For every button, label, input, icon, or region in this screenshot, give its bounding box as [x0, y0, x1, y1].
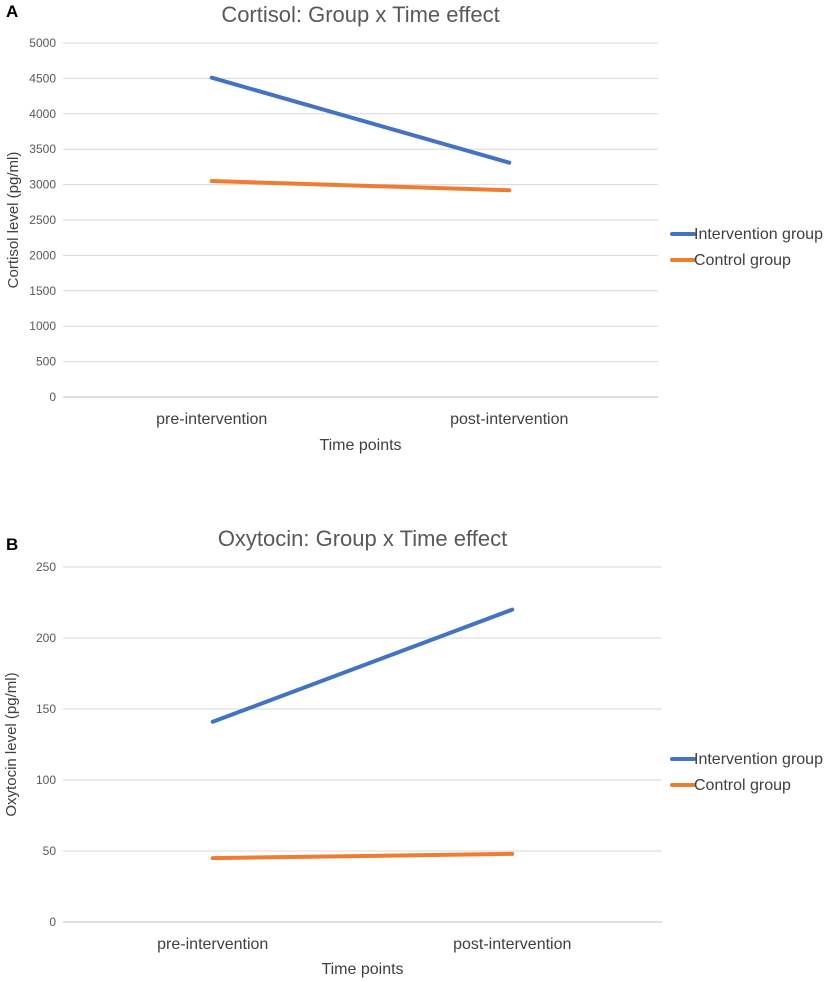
series-line	[210, 607, 515, 724]
y-tick-label: 500	[36, 355, 56, 369]
legend-label: Intervention group	[694, 751, 823, 768]
legend-label: Control group	[694, 777, 791, 794]
y-axis-title: Cortisol level (pg/ml)	[5, 152, 22, 289]
y-tick-label: 100	[36, 773, 56, 787]
y-tick-label: 200	[36, 631, 56, 645]
y-tick-label: 0	[49, 915, 56, 929]
legend-label: Intervention group	[694, 226, 823, 243]
y-tick-label: 150	[36, 702, 56, 716]
cortisol-chart: Cortisol: Group x Time effect 0 500 1000 150…	[5, 2, 823, 454]
y-tick-label: 2500	[29, 213, 56, 227]
y-tick-label: 1000	[29, 319, 56, 333]
x-axis-title: Time points	[321, 961, 403, 978]
x-tick-label: post-intervention	[453, 936, 571, 953]
series-line	[210, 851, 515, 861]
y-tick-label: 1500	[29, 284, 56, 298]
oxytocin-chart-panel: B Oxytocin: Group x Time effect 0 50 100 150…	[0, 522, 829, 981]
y-tick-label: 4000	[29, 107, 56, 121]
legend-label: Control group	[694, 252, 791, 269]
y-tick-label: 250	[36, 560, 56, 574]
panel-label-b: B	[6, 535, 19, 554]
cortisol-chart-panel: A Cortisol: Group x Time effect 0 500 1000 1…	[0, 0, 829, 470]
x-tick-label: pre-intervention	[157, 936, 268, 953]
x-tick-label: post-intervention	[450, 411, 568, 428]
y-tick-label: 0	[49, 390, 56, 404]
series-line	[209, 179, 512, 193]
y-tick-label: 4500	[29, 71, 56, 85]
y-tick-label: 3500	[29, 142, 56, 156]
chart-title: Cortisol: Group x Time effect	[221, 2, 499, 27]
oxytocin-chart: Oxytocin: Group x Time effect 0 50 100 150 20…	[3, 526, 823, 978]
y-tick-label: 5000	[29, 36, 56, 50]
y-tick-label: 2000	[29, 248, 56, 262]
y-tick-label: 50	[43, 844, 57, 858]
series-line	[209, 75, 512, 165]
panel-label-a: A	[6, 2, 19, 21]
y-tick-label: 3000	[29, 178, 56, 192]
x-axis-title: Time points	[319, 437, 401, 454]
x-tick-label: pre-intervention	[156, 411, 267, 428]
y-axis-title: Oxytocin level (pg/ml)	[3, 672, 20, 816]
chart-title: Oxytocin: Group x Time effect	[218, 526, 507, 551]
